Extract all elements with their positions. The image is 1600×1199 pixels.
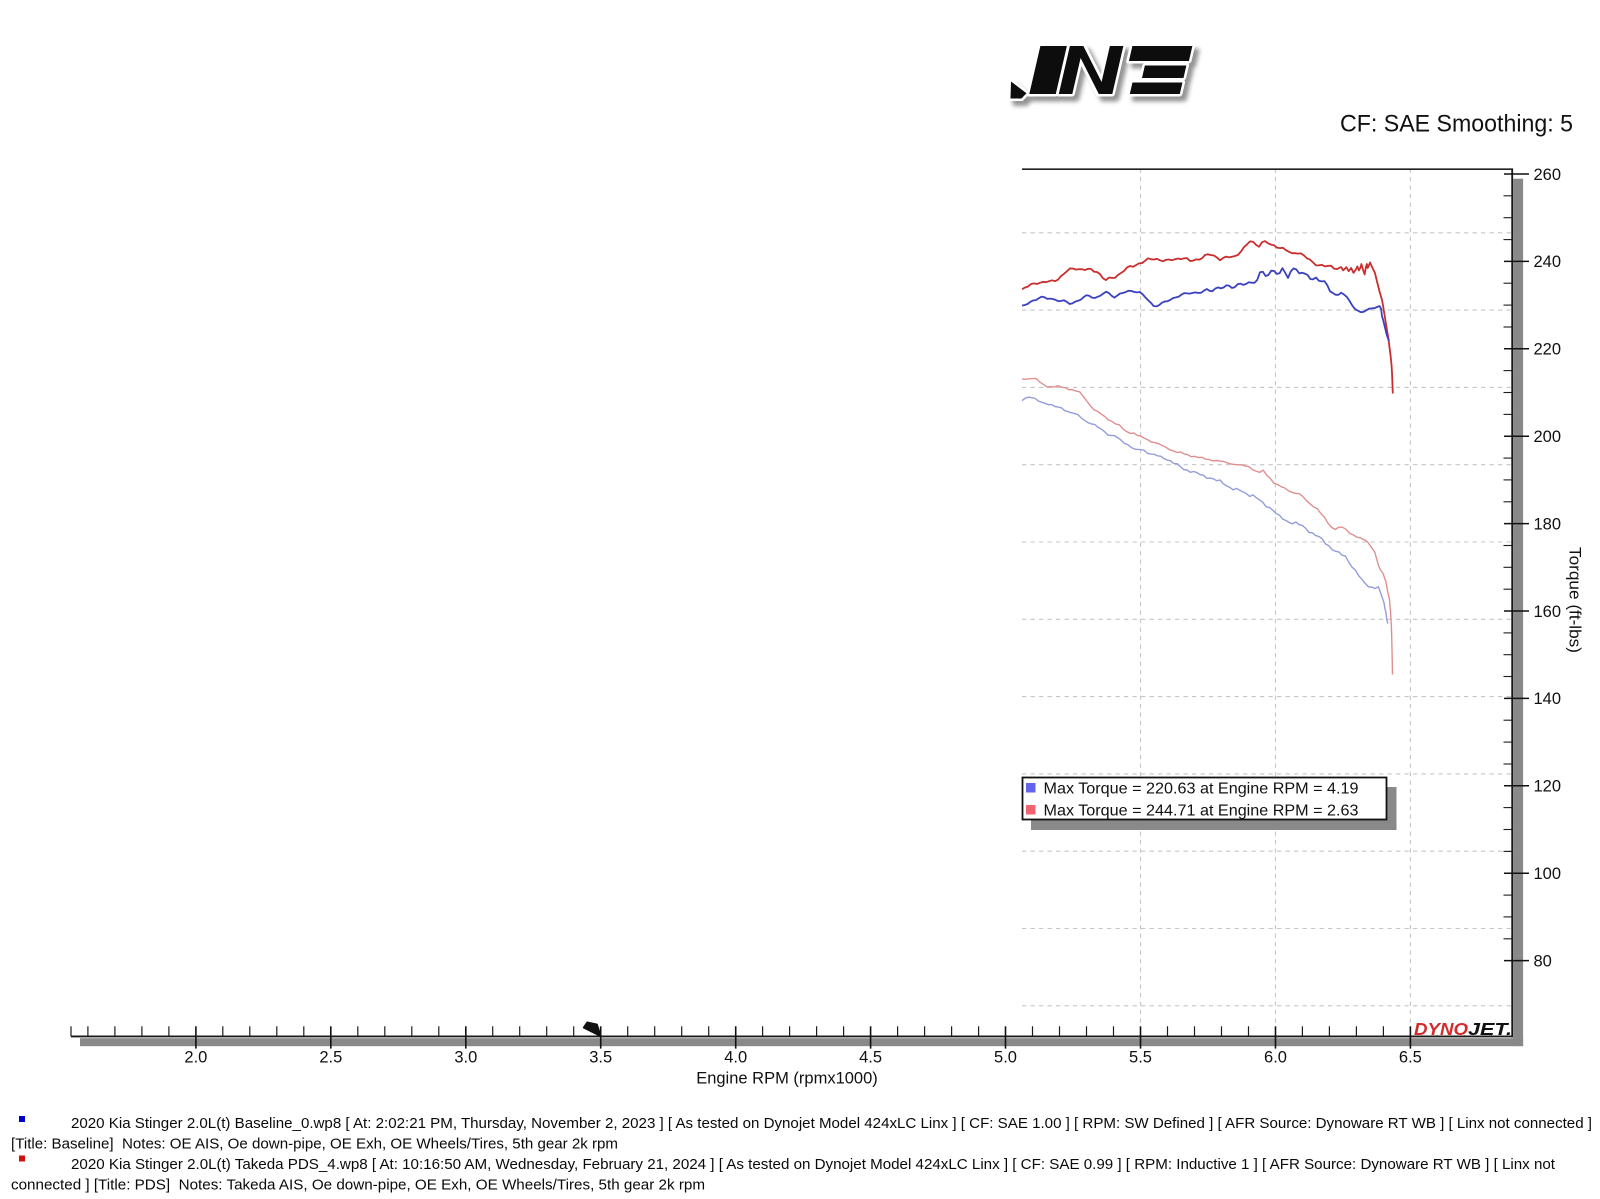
svg-text:2.0: 2.0 bbox=[184, 1049, 207, 1067]
svg-text:4.5: 4.5 bbox=[859, 1049, 882, 1067]
svg-text:180: 180 bbox=[1534, 515, 1562, 533]
svg-text:Max Torque = 220.63 at Engine: Max Torque = 220.63 at Engine RPM = 4.19 bbox=[1044, 781, 1359, 798]
svg-text:2.5: 2.5 bbox=[319, 1049, 342, 1067]
svg-text:5.0: 5.0 bbox=[994, 1049, 1017, 1067]
svg-text:3.5: 3.5 bbox=[589, 1049, 612, 1067]
svg-text:[Title: Baseline] Notes: OE A: [Title: Baseline] Notes: OE AIS, Oe down… bbox=[11, 1135, 618, 1152]
svg-text:Max Torque = 244.71 at Engine: Max Torque = 244.71 at Engine RPM = 2.63 bbox=[1044, 803, 1359, 820]
svg-text:2020 Kia Stinger 2.0L(t) Taked: 2020 Kia Stinger 2.0L(t) Takeda PDS_4.wp… bbox=[71, 1156, 1556, 1173]
svg-text:JET.: JET. bbox=[1468, 1019, 1512, 1039]
svg-text:3.0: 3.0 bbox=[454, 1049, 477, 1067]
svg-text:DYNO: DYNO bbox=[1414, 1019, 1468, 1039]
svg-text:CF: SAE Smoothing: 5: CF: SAE Smoothing: 5 bbox=[1340, 111, 1573, 138]
svg-text:Engine RPM (rpmx1000): Engine RPM (rpmx1000) bbox=[696, 1070, 878, 1088]
svg-text:100: 100 bbox=[1534, 865, 1562, 883]
svg-text:200: 200 bbox=[1534, 428, 1562, 446]
svg-text:120: 120 bbox=[1534, 778, 1562, 796]
svg-text:80: 80 bbox=[1534, 952, 1552, 970]
svg-text:Torque (ft-lbs): Torque (ft-lbs) bbox=[1566, 547, 1584, 653]
svg-text:220: 220 bbox=[1534, 341, 1562, 359]
svg-text:140: 140 bbox=[1534, 690, 1562, 708]
svg-text:6.5: 6.5 bbox=[1399, 1049, 1422, 1067]
svg-text:160: 160 bbox=[1534, 603, 1562, 621]
svg-text:4.0: 4.0 bbox=[724, 1049, 747, 1067]
svg-text:6.0: 6.0 bbox=[1264, 1049, 1287, 1067]
svg-text:240: 240 bbox=[1534, 253, 1562, 271]
svg-text:2020 Kia Stinger 2.0L(t) Basel: 2020 Kia Stinger 2.0L(t) Baseline_0.wp8 … bbox=[71, 1115, 1592, 1132]
svg-text:260: 260 bbox=[1534, 166, 1562, 184]
svg-text:5.5: 5.5 bbox=[1129, 1049, 1152, 1067]
svg-text:connected ] [Title: PDS] Note: connected ] [Title: PDS] Notes: Takeda A… bbox=[11, 1176, 705, 1193]
